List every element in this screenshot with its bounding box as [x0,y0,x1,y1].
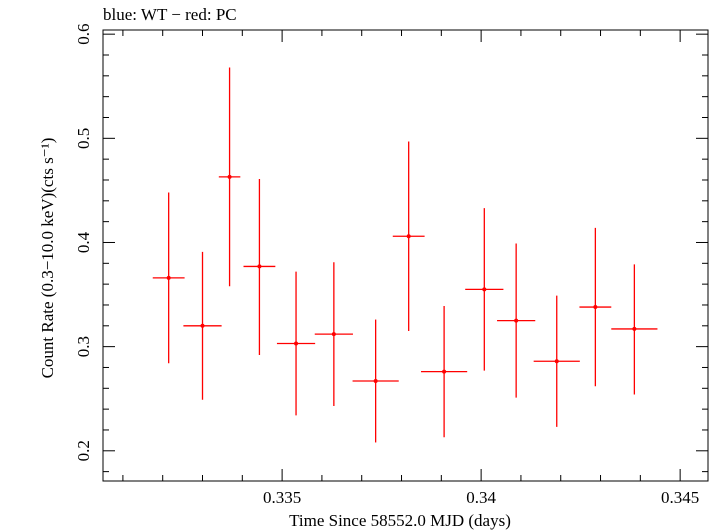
point-marker [406,234,411,239]
point-marker [257,264,262,269]
data-point [352,319,399,443]
data-point [392,141,425,332]
data-point [183,251,222,400]
point-marker [482,287,487,292]
data-point [421,306,468,438]
y-tick-label: 0.4 [74,231,93,253]
y-tick-label: 0.6 [74,24,93,45]
x-tick-label: 0.335 [263,488,301,507]
plot-frame [102,29,709,482]
data-points [152,67,658,443]
data-point [611,264,658,395]
chart-title: blue: WT − red: PC [103,5,237,24]
data-point [579,227,612,387]
data-point [152,192,185,364]
y-tick-label: 0.5 [74,128,93,149]
data-point [243,178,276,355]
point-marker [593,305,598,310]
point-marker [294,341,299,346]
data-point [314,262,353,407]
x-axis-label: Time Since 58552.0 MJD (days) [289,511,511,530]
point-marker [331,332,336,337]
x-tick-label: 0.345 [661,488,699,507]
point-marker [227,174,232,179]
point-marker [166,275,171,280]
data-point [218,67,241,287]
y-tick-label: 0.3 [74,336,93,357]
data-point [276,271,316,416]
x-tick-label: 0.34 [466,488,496,507]
point-marker [442,369,447,374]
y-axis-label: Count Rate (0.3−10.0 keV)(cts s⁻¹) [38,138,57,379]
point-marker [200,323,205,328]
point-marker [514,318,519,323]
point-marker [373,379,378,384]
y-tick-label: 0.2 [74,440,93,461]
data-point [533,295,580,427]
axis-ticks: 0.335 0.34 0.345 0.2 0.3 0.4 0.5 0.6 [74,24,708,507]
data-point [497,243,536,398]
data-point [465,208,504,371]
point-marker [554,359,559,364]
point-marker [632,326,637,331]
